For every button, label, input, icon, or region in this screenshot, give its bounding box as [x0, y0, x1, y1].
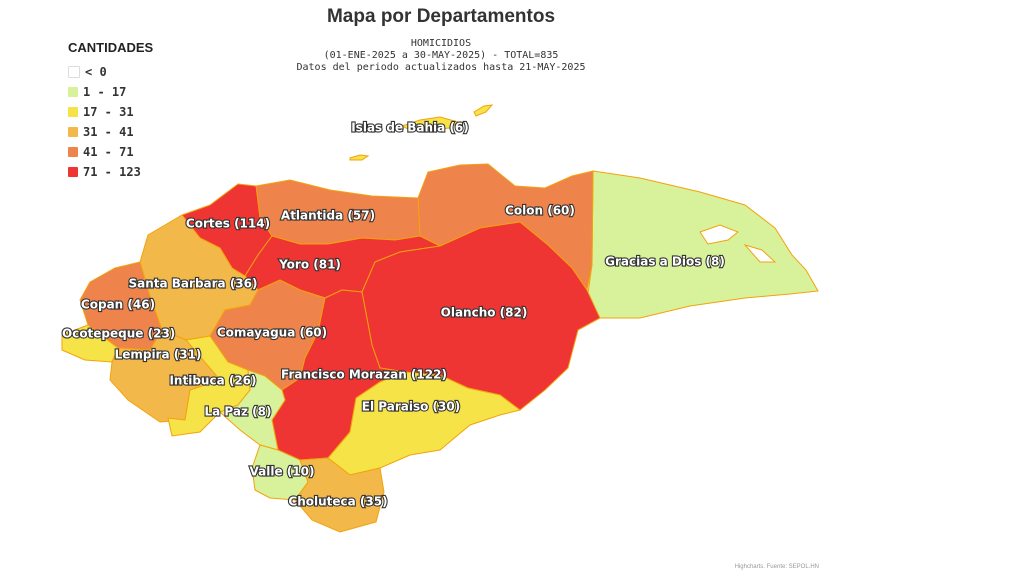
lagoon-shape	[743, 244, 777, 263]
legend-swatch	[68, 66, 80, 78]
legend-label: 71 - 123	[83, 165, 141, 179]
chart-title: Mapa por Departamentos	[326, 6, 556, 27]
label-el-paraiso: El Paraiso (30)	[362, 400, 460, 414]
label-lempira: Lempira (31)	[115, 348, 202, 362]
label-yoro: Yoro (81)	[278, 258, 341, 272]
label-santa-barbara: Santa Barbara (36)	[128, 277, 257, 291]
legend-swatch	[68, 167, 78, 177]
legend-label: 31 - 41	[83, 125, 134, 139]
legend-item-1-17[interactable]: 1 - 17	[68, 82, 153, 102]
label-colon: Colon (60)	[505, 204, 575, 218]
label-atlantida: Atlantida (57)	[281, 209, 375, 223]
subtitle-line-2: (01-ENE-2025 a 30-MAY-2025) - TOTAL=835	[323, 50, 559, 61]
legend-swatch	[68, 147, 78, 157]
legend-title: CANTIDADES	[68, 40, 154, 55]
dept-intibuca[interactable]	[167, 335, 251, 437]
subtitle-line-3: Datos del periodo actualizados hasta 21-…	[296, 62, 586, 73]
label-intibuca: Intibuca (26)	[169, 374, 256, 388]
legend-label: 1 - 17	[83, 85, 127, 99]
dept-islas-de-bahia[interactable]	[349, 104, 494, 161]
label-choluteca: Choluteca (35)	[288, 495, 387, 509]
label-islas-de-bahia: Islas de Bahia (6)	[351, 121, 469, 135]
label-copan: Copan (46)	[81, 298, 155, 312]
lagoon-shape	[699, 224, 739, 245]
dept-gracias-a-dios[interactable]	[586, 170, 819, 319]
label-francisco-morazan: Francisco Morazan (122)	[281, 368, 447, 382]
label-comayagua: Comayagua (60)	[217, 326, 327, 340]
credits-link[interactable]: Highcharts. Fuente: SEPOL.HN	[734, 564, 819, 570]
label-ocotepeque: Ocotepeque (23)	[62, 327, 175, 341]
label-cortes: Cortes (114)	[186, 217, 270, 231]
legend-label: < 0	[85, 65, 107, 79]
legend-item-71-123[interactable]: 71 - 123	[68, 162, 153, 182]
legend-swatch	[68, 87, 78, 97]
label-valle: Valle (10)	[250, 465, 315, 479]
legend-label: 17 - 31	[83, 105, 134, 119]
legend-item-31-41[interactable]: 31 - 41	[68, 122, 153, 142]
label-olancho: Olancho (82)	[441, 306, 528, 320]
legend-item-17-31[interactable]: 17 - 31	[68, 102, 153, 122]
legend-label: 41 - 71	[83, 145, 134, 159]
chart-subtitle: HOMICIDIOS (01-ENE-2025 a 30-MAY-2025) -…	[0, 38, 882, 74]
legend-swatch	[68, 127, 78, 137]
legend-swatch	[68, 107, 78, 117]
label-gracias-a-dios: Gracias a Dios (8)	[605, 255, 725, 269]
legend-item-lt0[interactable]: < 0	[68, 62, 153, 82]
map-legend: CANTIDADES < 0 1 - 17 17 - 31 31 - 41 41…	[68, 40, 153, 182]
label-la-paz: La Paz (8)	[205, 405, 272, 419]
subtitle-line-1: HOMICIDIOS	[410, 38, 472, 49]
legend-item-41-71[interactable]: 41 - 71	[68, 142, 153, 162]
dept-choluteca[interactable]	[294, 457, 385, 533]
